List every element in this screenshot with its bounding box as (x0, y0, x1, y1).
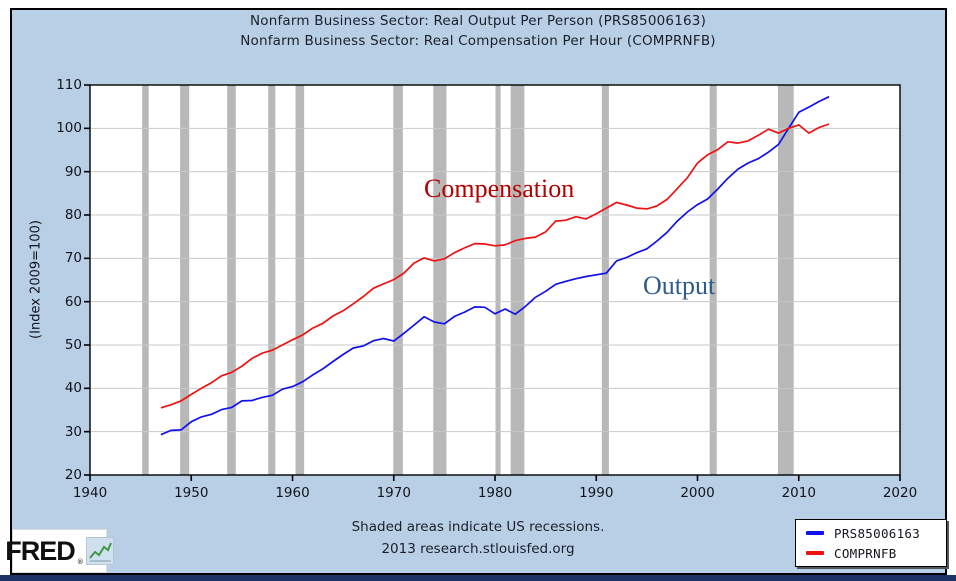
y-tick-label: 30 (64, 423, 82, 440)
plot-area (84, 84, 901, 481)
plot-svg (84, 84, 901, 481)
y-tick-label: 80 (64, 207, 82, 223)
x-tick-label: 2010 (781, 485, 816, 501)
y-tick-label: 50 (64, 337, 82, 353)
y-tick-label: 90 (64, 163, 82, 180)
compensation-series-label: Compensation (424, 174, 575, 203)
x-tick-label: 2020 (882, 485, 918, 501)
source-note: 2013 research.stlouisfed.org (381, 541, 575, 557)
x-tick-label: 1950 (174, 485, 209, 501)
x-tick-label: 1980 (477, 485, 513, 501)
fred-logo: FRED ® (5, 529, 114, 573)
compensation-line-swatch (806, 551, 824, 555)
y-tick-label: 70 (64, 250, 82, 267)
recession-note: Shaded areas indicate US recessions. (351, 519, 605, 535)
recession-band (777, 85, 794, 475)
recession-band (495, 85, 501, 475)
output-line-swatch (806, 531, 824, 535)
x-tick-label: 1940 (72, 485, 108, 501)
recession-band (601, 85, 609, 475)
x-tick-label: 1990 (579, 485, 614, 501)
fred-logo-text: FRED (5, 535, 75, 566)
series-line-prs85006163 (160, 95, 830, 436)
chart-title-line-1: Nonfarm Business Sector: Real Output Per… (249, 13, 707, 29)
x-tick-label: 1970 (376, 485, 411, 501)
recession-band (268, 85, 276, 475)
legend-item-prs85006163: PRS85006163 (806, 526, 946, 541)
series-line-comprnfb (160, 123, 830, 409)
recession-band (142, 85, 149, 475)
recession-band (227, 85, 236, 475)
legend-label-compensation: COMPRNFB (834, 545, 897, 561)
y-tick-label: 100 (56, 120, 82, 137)
registered-mark: ® (76, 558, 84, 566)
line-chart-icon (85, 537, 114, 565)
bottom-navy-strip (0, 575, 956, 581)
recession-band (709, 85, 717, 475)
legend-box: PRS85006163 COMPRNFB (795, 519, 947, 567)
recession-band (393, 85, 403, 475)
y-tick-label: 40 (64, 380, 82, 397)
y-tick-label: 60 (64, 293, 82, 310)
recession-band (433, 85, 447, 475)
x-tick-label: 2000 (680, 485, 715, 501)
recession-band (510, 85, 525, 475)
y-axis-title: (Index 2009=100) (28, 220, 44, 339)
x-tick-label: 1960 (275, 485, 310, 501)
recession-band (295, 85, 305, 475)
output-series-label: Output (643, 271, 716, 300)
chart-title-line-2: Nonfarm Business Sector: Real Compensati… (240, 33, 716, 49)
legend-item-comprnfb: COMPRNFB (806, 546, 946, 561)
y-tick-label: 20 (64, 467, 82, 483)
legend-label-output: PRS85006163 (834, 525, 921, 541)
recession-band (180, 85, 190, 475)
y-tick-label: 110 (56, 77, 82, 93)
